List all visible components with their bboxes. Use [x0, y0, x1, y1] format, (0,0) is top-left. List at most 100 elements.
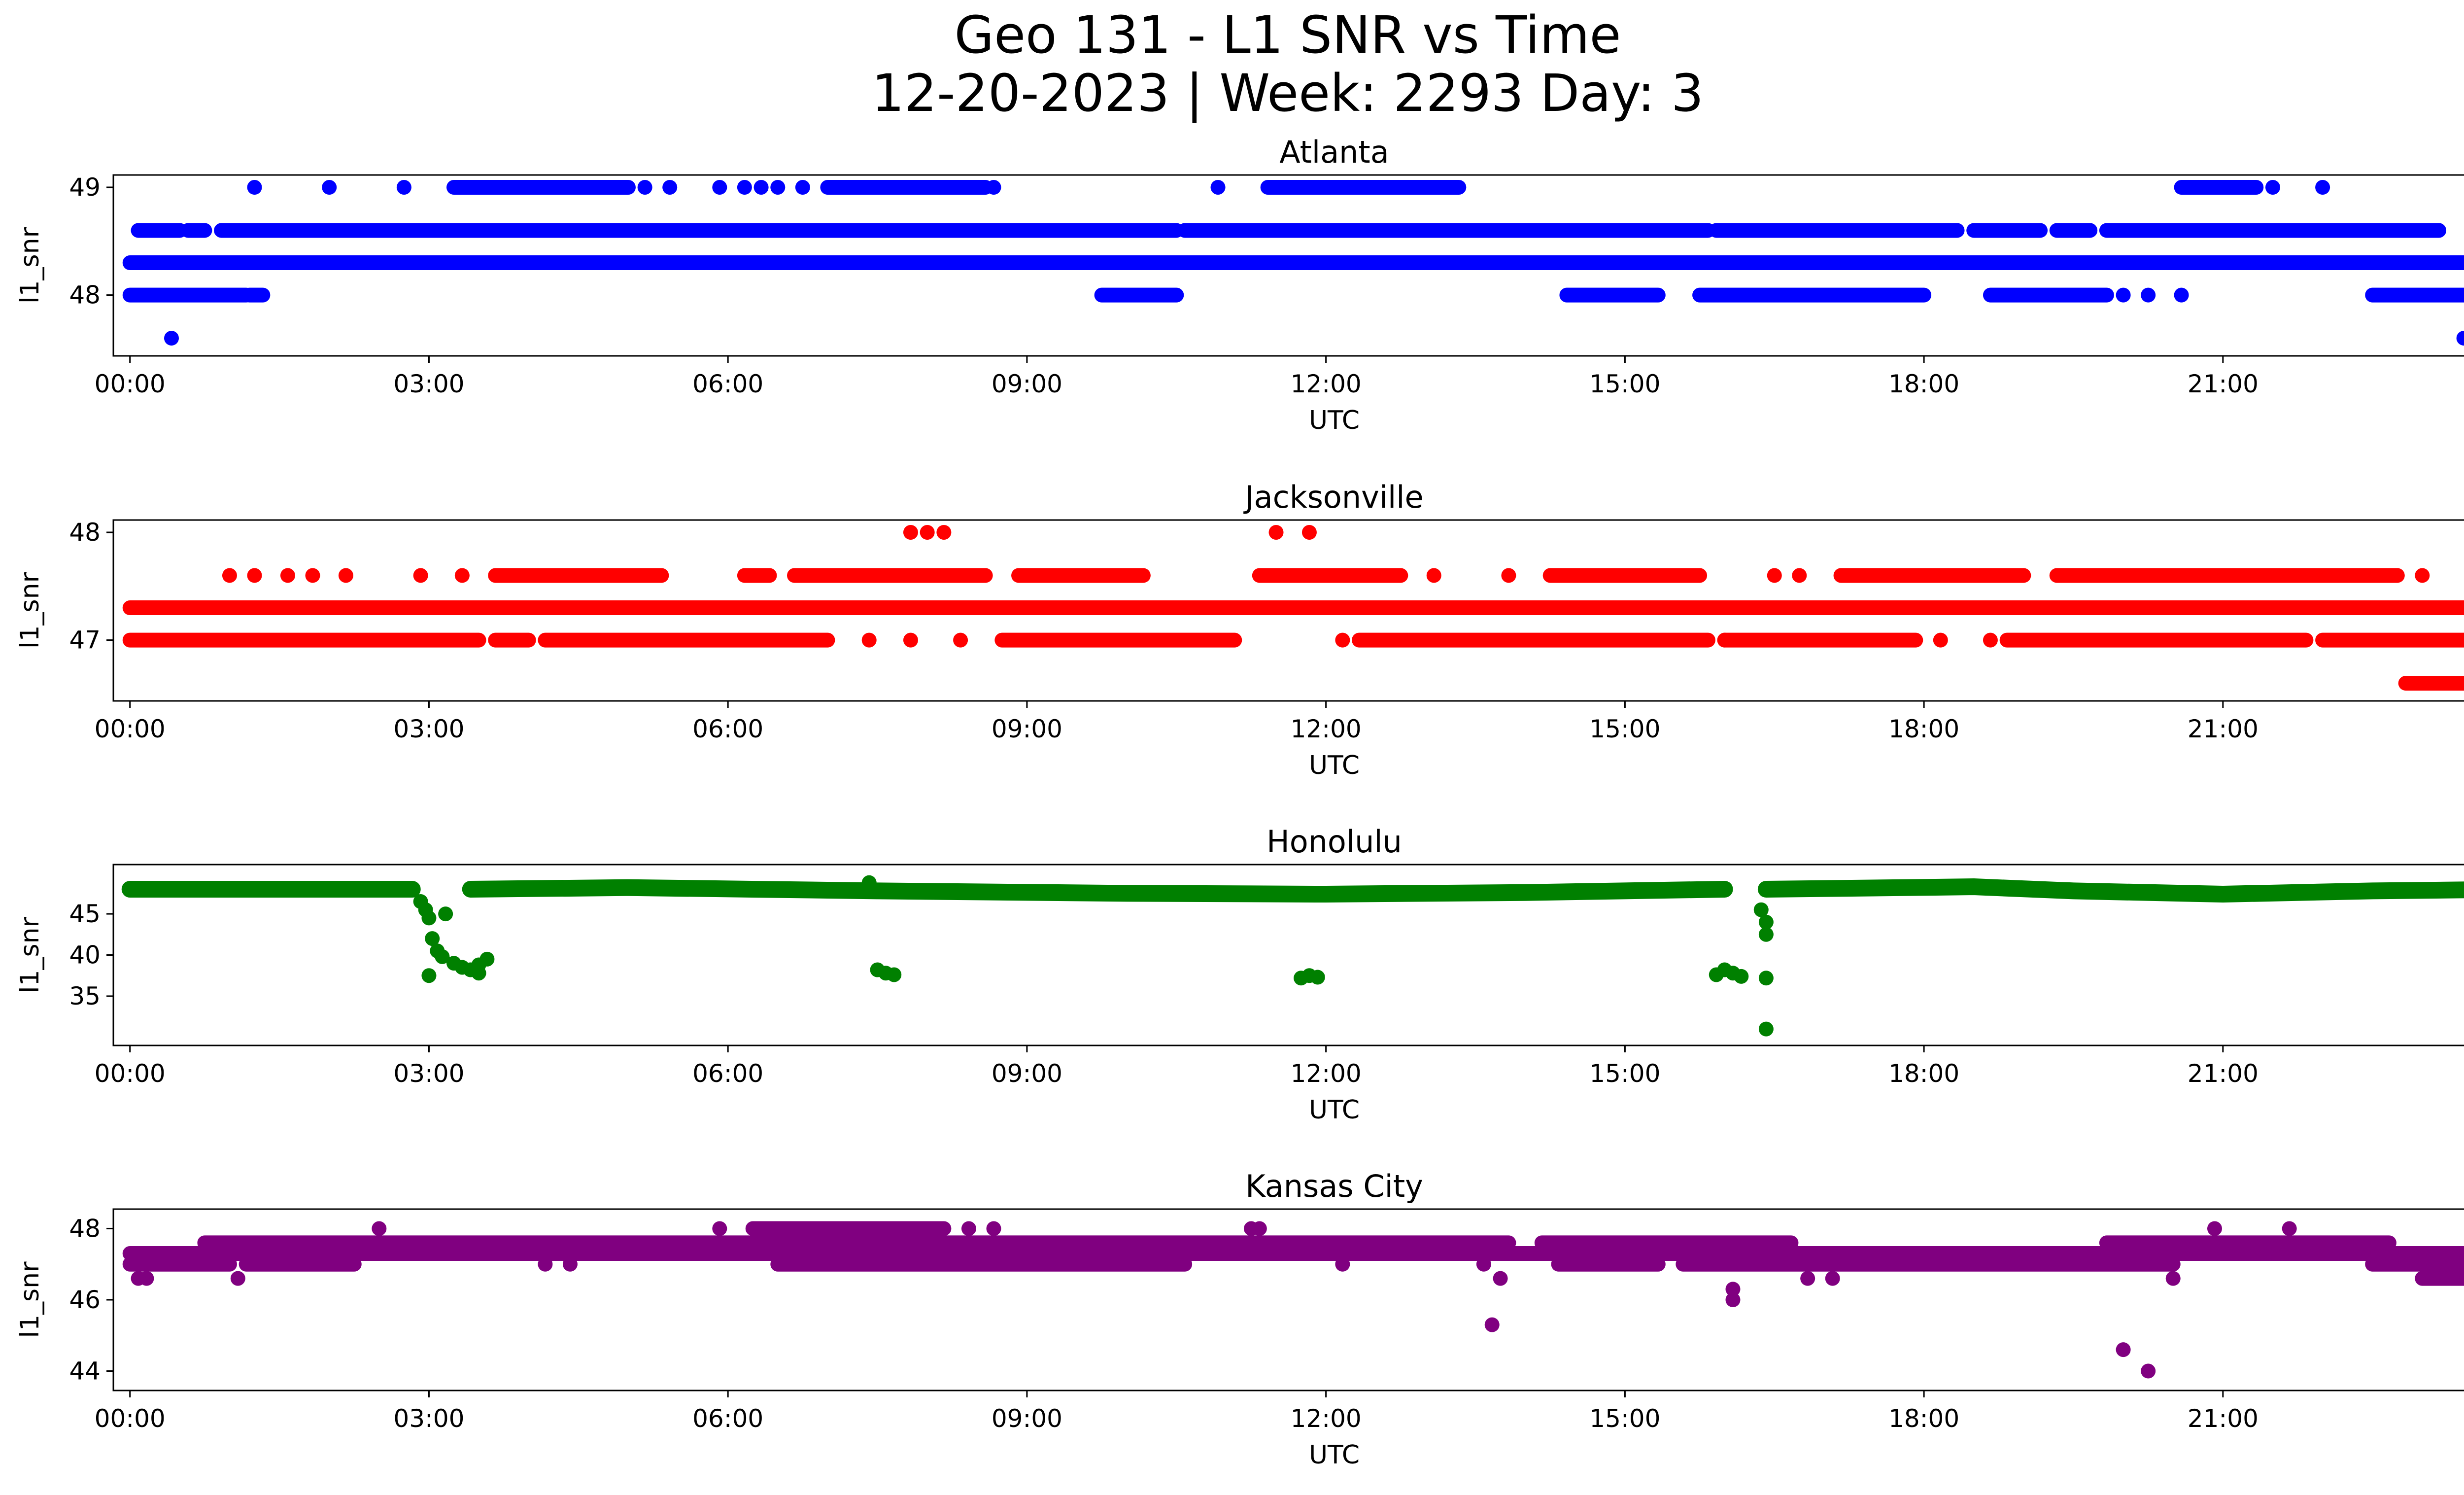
data-point: [637, 180, 652, 195]
x-tick-label: 06:00: [692, 1059, 763, 1088]
y-tick-label: 35: [69, 982, 101, 1010]
x-axis-label: UTC: [1309, 751, 1360, 780]
data-point: [1800, 1271, 1815, 1286]
data-point: [2282, 1221, 2297, 1236]
x-tick-label: 21:00: [2188, 1404, 2259, 1433]
chart-title: Jacksonville: [1243, 479, 1423, 515]
y-tick-label: 48: [69, 1214, 101, 1243]
data-point: [2207, 1221, 2222, 1236]
x-tick-label: 21:00: [2188, 370, 2259, 398]
x-tick-label: 03:00: [393, 1059, 464, 1088]
data-point: [1734, 969, 1749, 984]
data-point: [753, 180, 769, 195]
plot-frame: [112, 519, 2464, 702]
data-point: [1753, 902, 1769, 917]
chart-atlanta: Atlanta 00:00 03:00 06:00 09:00 12:00 15:00 18:…: [15, 134, 2464, 435]
data-point: [2315, 180, 2330, 195]
data-point: [861, 1246, 877, 1261]
x-tick-label: 15:00: [1589, 370, 1660, 398]
chart-title: Atlanta: [1279, 134, 1389, 170]
data-point: [903, 632, 918, 648]
data-point: [986, 1221, 1001, 1236]
data-point: [953, 632, 968, 648]
data-point: [662, 180, 678, 195]
chart-title: Kansas City: [1245, 1168, 1423, 1204]
data-line: [1757, 878, 2464, 903]
data-point: [2141, 287, 2156, 303]
y-tick-label: 46: [69, 1286, 101, 1314]
chart-title: Honolulu: [1266, 824, 1402, 860]
x-axis-label: UTC: [1309, 1440, 1360, 1470]
data-point: [1825, 1271, 1840, 1286]
data-point: [1725, 1282, 1741, 1297]
x-tick-label: 15:00: [1589, 1059, 1660, 1088]
data-point: [1493, 1271, 1508, 1286]
data-points: [122, 1221, 2464, 1379]
data-point: [372, 1221, 387, 1236]
data-point: [1933, 632, 1948, 648]
data-point: [396, 180, 411, 195]
data-point: [1301, 525, 1317, 540]
x-axis-label: UTC: [1309, 1095, 1360, 1125]
data-point: [1767, 568, 1782, 583]
x-tick-label: 00:00: [95, 1059, 166, 1088]
x-tick-label: 06:00: [692, 1404, 763, 1433]
data-point: [538, 1256, 553, 1272]
data-point: [1792, 568, 1807, 583]
chart-kansas-city: Kansas City 00:00 03:00 06:00 09:00 12:00 15:0…: [15, 1168, 2464, 1470]
data-points: [122, 180, 2464, 346]
x-tick-label: 18:00: [1888, 1404, 1959, 1433]
x-tick-label: 03:00: [393, 715, 464, 743]
chart-honolulu: Honolulu 00:00 03:00 06:00 09:00 12:00 15:00 18…: [15, 824, 2464, 1125]
data-point: [1758, 927, 1774, 942]
data-point: [1725, 1292, 1741, 1307]
chart-jacksonville: Jacksonville 00:00 03:00 06:00 09:00 12:00 15:…: [15, 479, 2464, 780]
y-axis-label: l1_snr: [15, 572, 45, 649]
x-tick-label: 15:00: [1589, 1404, 1660, 1433]
x-tick-label: 18:00: [1888, 370, 1959, 398]
x-tick-label: 00:00: [95, 1404, 166, 1433]
data-point: [2265, 180, 2280, 195]
figure-title: Geo 131 - L1 SNR vs Time 12-20-2023 | We…: [0, 6, 2464, 122]
data-point: [795, 180, 810, 195]
x-tick-label: 00:00: [95, 715, 166, 743]
data-point: [1501, 568, 1516, 583]
data-points: [122, 525, 2464, 691]
data-point: [712, 1221, 727, 1236]
x-tick-label: 12:00: [1291, 1404, 1362, 1433]
x-tick-label: 06:00: [692, 370, 763, 398]
data-point: [479, 951, 495, 967]
data-point: [435, 949, 450, 964]
x-tick-label: 06:00: [692, 715, 763, 743]
x-tick-label: 21:00: [2188, 1059, 2259, 1088]
data-point: [887, 967, 902, 982]
data-point: [305, 568, 320, 583]
figure-title-line-1: Geo 131 - L1 SNR vs Time: [954, 5, 1621, 65]
data-point: [1268, 525, 1284, 540]
data-point: [861, 875, 877, 890]
data-point: [1426, 568, 1441, 583]
y-tick-label: 44: [69, 1357, 101, 1386]
data-point: [1758, 914, 1774, 930]
x-tick-label: 09:00: [992, 370, 1062, 398]
data-point: [1484, 1317, 1500, 1332]
data-point: [1983, 632, 1998, 648]
x-axis-label: UTC: [1309, 406, 1360, 435]
data-point: [2456, 331, 2464, 346]
data-point: [2116, 1342, 2131, 1357]
x-tick-label: 03:00: [393, 1404, 464, 1433]
y-tick-label: 47: [69, 626, 101, 655]
data-point: [2116, 287, 2131, 303]
data-point: [1385, 255, 1400, 271]
data-point: [421, 910, 437, 926]
data-point: [770, 180, 786, 195]
data-point: [1426, 255, 1441, 271]
data-point: [421, 968, 437, 983]
data-point: [1343, 255, 1359, 271]
data-point: [1310, 970, 1325, 985]
data-point: [338, 568, 353, 583]
y-tick-label: 45: [69, 900, 101, 928]
data-points: [121, 875, 2464, 1037]
data-point: [1758, 971, 1774, 986]
